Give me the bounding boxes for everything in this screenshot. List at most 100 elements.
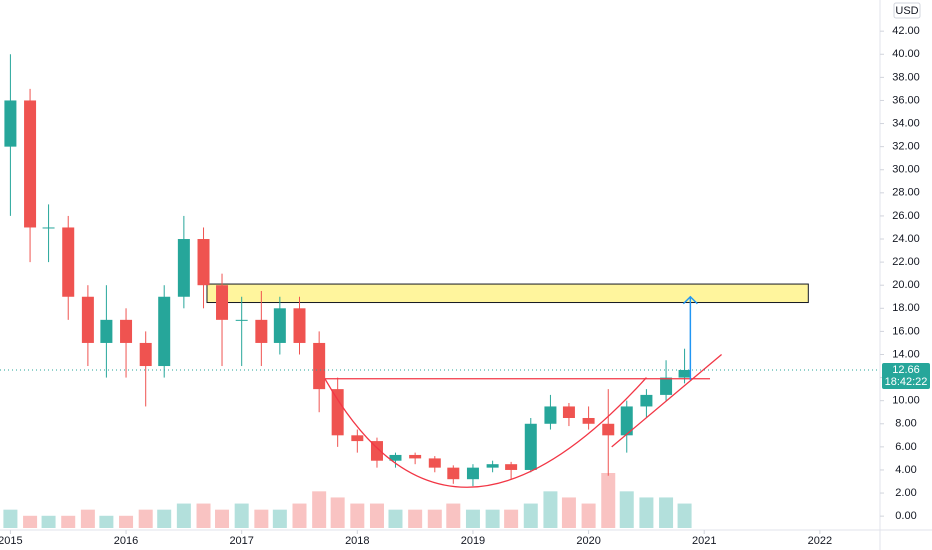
volume-bar bbox=[119, 515, 134, 528]
y-tick-label: 30.00 bbox=[892, 164, 920, 176]
y-tick-label: 32.00 bbox=[892, 141, 920, 153]
x-tick-label: 2018 bbox=[345, 535, 369, 547]
volume-bar bbox=[215, 509, 230, 528]
y-tick-label: 34.00 bbox=[892, 117, 920, 129]
volume-bar bbox=[3, 509, 18, 528]
y-tick-label: 42.00 bbox=[892, 25, 920, 37]
y-tick-label: 18.00 bbox=[892, 302, 920, 314]
currency-box bbox=[893, 2, 921, 19]
volume-bar bbox=[157, 509, 172, 528]
x-tick-label: 2019 bbox=[461, 535, 485, 547]
volume-bar bbox=[350, 503, 365, 528]
candle-body bbox=[562, 406, 575, 418]
candle-body bbox=[409, 454, 422, 459]
candle-body bbox=[120, 319, 133, 343]
candle-body bbox=[505, 464, 518, 470]
candle-body bbox=[582, 417, 595, 424]
volume-bar bbox=[196, 503, 211, 528]
last-price: 12.66 bbox=[892, 364, 920, 376]
y-tick-label: 20.00 bbox=[892, 279, 920, 291]
y-tick-label: 8.00 bbox=[895, 418, 916, 430]
volume-bar bbox=[619, 491, 634, 528]
volume-bar bbox=[561, 497, 576, 528]
y-tick-label: 0.00 bbox=[895, 510, 916, 522]
candle-body bbox=[216, 285, 229, 320]
candle-body bbox=[602, 423, 615, 436]
x-tick-label: 2022 bbox=[808, 535, 832, 547]
countdown: 18:42:22 bbox=[885, 376, 928, 388]
candle-body bbox=[4, 100, 17, 147]
volume-bar bbox=[639, 497, 654, 528]
candle-body bbox=[42, 227, 55, 229]
x-tick-label: 2015 bbox=[0, 535, 23, 547]
candle-body bbox=[255, 319, 268, 343]
last-price-tag bbox=[882, 362, 930, 389]
candle-body bbox=[640, 394, 653, 407]
candle-body bbox=[389, 454, 402, 461]
candle-body bbox=[524, 423, 537, 470]
y-tick-label: 22.00 bbox=[892, 256, 920, 268]
candle-body bbox=[100, 319, 113, 343]
candle-body bbox=[678, 369, 691, 378]
y-tick-label: 2.00 bbox=[895, 487, 916, 499]
candle-body bbox=[273, 308, 286, 343]
candle-body bbox=[24, 100, 37, 228]
y-tick-label: 4.00 bbox=[895, 464, 916, 476]
y-tick-label: 6.00 bbox=[895, 441, 916, 453]
x-tick-label: 2021 bbox=[692, 535, 716, 547]
volume-bar bbox=[272, 509, 287, 528]
volume-bar bbox=[388, 509, 403, 528]
currency: USD bbox=[895, 5, 918, 17]
volume-bar bbox=[41, 515, 56, 528]
volume-bar bbox=[427, 509, 442, 528]
candle-body bbox=[177, 239, 190, 297]
candle-body bbox=[351, 435, 364, 442]
candle-body bbox=[447, 467, 460, 480]
cup-curve bbox=[324, 377, 647, 488]
candle-body bbox=[139, 342, 152, 367]
volume-bar bbox=[408, 509, 423, 528]
arrow-head bbox=[682, 295, 698, 305]
volume-bar bbox=[80, 509, 95, 528]
volume-bar bbox=[312, 491, 327, 528]
volume-bar bbox=[465, 509, 480, 528]
y-tick-label: 14.00 bbox=[892, 348, 920, 360]
candle-body bbox=[158, 296, 171, 367]
y-tick-label: 26.00 bbox=[892, 210, 920, 222]
volume-bar bbox=[292, 503, 307, 528]
volume-bar bbox=[369, 503, 384, 528]
y-tick-label: 10.00 bbox=[892, 395, 920, 407]
volume-bar bbox=[446, 503, 461, 528]
candle-body bbox=[428, 458, 441, 468]
volume-bar bbox=[254, 509, 269, 528]
volume-bar bbox=[23, 515, 38, 528]
volume-bar bbox=[138, 509, 153, 528]
candle-body bbox=[293, 308, 306, 343]
candle-body bbox=[544, 406, 557, 424]
candle-body bbox=[81, 296, 94, 343]
candle-body bbox=[466, 467, 479, 480]
resistance-zone bbox=[206, 283, 809, 304]
candle-body bbox=[235, 319, 248, 321]
volume-bar bbox=[61, 515, 76, 528]
candle-body bbox=[660, 377, 673, 395]
candle-body bbox=[197, 239, 210, 286]
volume-bar bbox=[504, 509, 519, 528]
volume-bar bbox=[99, 515, 114, 528]
volume-bar bbox=[581, 503, 596, 528]
volume-bar bbox=[234, 503, 249, 528]
x-tick-label: 2020 bbox=[576, 535, 600, 547]
y-tick-label: 38.00 bbox=[892, 71, 920, 83]
candle-body bbox=[370, 441, 383, 461]
y-tick-label: 16.00 bbox=[892, 325, 920, 337]
candle-body bbox=[331, 389, 344, 436]
x-tick-label: 2017 bbox=[229, 535, 253, 547]
volume-bar bbox=[601, 473, 616, 528]
volume-bar bbox=[485, 509, 500, 528]
x-tick-label: 2016 bbox=[114, 535, 138, 547]
y-tick-label: 36.00 bbox=[892, 94, 920, 106]
candle-body bbox=[62, 227, 75, 297]
volume-bar bbox=[176, 503, 191, 528]
